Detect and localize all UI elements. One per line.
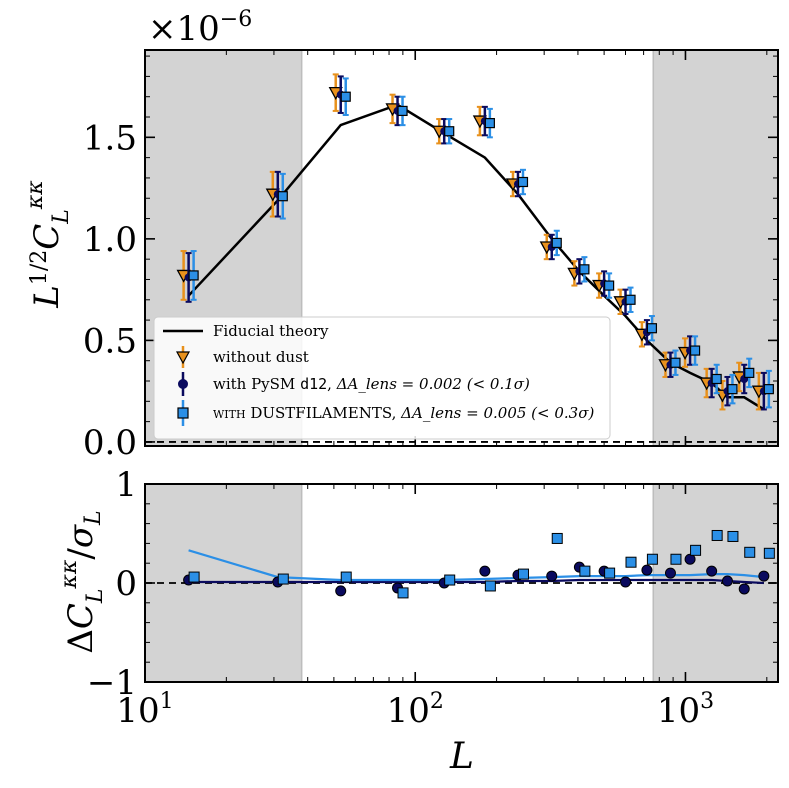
residual-point-square <box>188 571 200 583</box>
residual-point-square <box>670 553 682 565</box>
point-square <box>551 237 562 249</box>
bottom-plot-frame <box>144 483 779 683</box>
top-data-marks <box>176 73 774 411</box>
legend-box <box>153 316 611 440</box>
residual-point-circle <box>335 585 347 597</box>
point-square <box>744 367 755 378</box>
point-square <box>484 118 495 129</box>
top-panel: 0.0 0.5 1.0 1.5 ×10−6 L1/2CLκκ Fiducial the… <box>23 7 779 463</box>
residual-point-square <box>340 571 352 583</box>
y-tick-label: 1.5 <box>83 118 137 158</box>
residual-point-square <box>397 587 409 599</box>
residual-point-circle <box>664 567 676 579</box>
residual-point-square <box>551 532 563 544</box>
y-tick-label: 0 <box>115 564 137 604</box>
point-square <box>397 105 408 117</box>
point-square <box>670 357 681 368</box>
legend-swatch-dustfilaments <box>177 400 189 426</box>
point-square <box>646 323 658 334</box>
top-axis-ticks: 0.0 0.5 1.0 1.5 <box>83 50 778 463</box>
bottom-axis-ticks: −1 0 1 101 102 103 <box>87 465 778 731</box>
y-tick-label: 0.0 <box>83 423 137 463</box>
residual-point-square <box>646 553 658 565</box>
residual-point-square <box>625 556 637 568</box>
top-plot-frame <box>144 49 779 447</box>
residual-point-circle <box>721 575 733 587</box>
y-tick-label: 1 <box>115 465 137 505</box>
legend-label-dustfilaments: with DUSTFILAMENTS, ΔA_lens = 0.005 (< 0… <box>213 404 594 422</box>
y-tick-label: −1 <box>87 663 137 703</box>
residual-point-square <box>579 565 591 577</box>
residual-point-circle <box>758 570 770 582</box>
legend-swatch-pysm <box>178 372 188 396</box>
residual-point-square <box>744 546 756 558</box>
point-square <box>444 126 455 137</box>
point-square <box>188 270 199 281</box>
point-square <box>340 91 351 102</box>
residual-line <box>188 578 764 585</box>
top-y-axis-label: L1/2CLκκ <box>23 180 74 309</box>
legend-label-without-dust: without dust <box>213 348 309 366</box>
point-square <box>727 384 738 395</box>
residual-point-square <box>763 547 775 559</box>
legend-label-pysm: with PySM d12, ΔA_lens = 0.002 (< 0.1σ) <box>213 375 530 393</box>
point-square <box>517 176 529 188</box>
residual-point-circle <box>706 565 718 577</box>
bottom-panel: −1 0 1 101 102 103 ΔCLκκ/σL L <box>57 465 779 777</box>
residual-point-circle <box>738 583 750 595</box>
point-square <box>711 373 722 385</box>
legend-swatch-without-dust <box>175 346 191 368</box>
residual-point-square <box>690 544 702 556</box>
x-axis-label: L <box>449 736 474 777</box>
legend: Fiducial theory without dust with PySM d… <box>153 316 611 440</box>
point-square <box>277 191 288 202</box>
residual-point-square <box>604 567 616 579</box>
x-tick-label: 103 <box>657 689 714 731</box>
point-square <box>604 280 615 291</box>
residual-point-square <box>484 580 496 592</box>
scale-factor-label: ×10−6 <box>148 7 252 49</box>
residual-point-square <box>727 530 739 542</box>
residual-point-square <box>517 568 529 580</box>
residual-point-circle <box>479 565 491 577</box>
residual-point-circle <box>641 564 653 576</box>
residual-point-circle <box>546 570 558 582</box>
x-tick-label: 102 <box>387 689 444 731</box>
y-tick-label: 0.5 <box>83 321 137 361</box>
point-square <box>625 294 636 305</box>
residual-point-square <box>444 574 456 586</box>
residual-point-circle <box>620 576 632 588</box>
x-tick-label: 101 <box>116 689 173 731</box>
point-square <box>579 264 590 275</box>
legend-label-fiducial: Fiducial theory <box>213 322 329 340</box>
residual-point-square <box>711 529 723 541</box>
point-square <box>689 345 701 356</box>
point-square <box>763 384 774 395</box>
residual-point-square <box>277 573 289 585</box>
bottom-data-marks <box>183 529 775 599</box>
y-tick-label: 1.0 <box>83 220 137 260</box>
bottom-y-axis-label: ΔCLκκ/σL <box>57 510 108 653</box>
